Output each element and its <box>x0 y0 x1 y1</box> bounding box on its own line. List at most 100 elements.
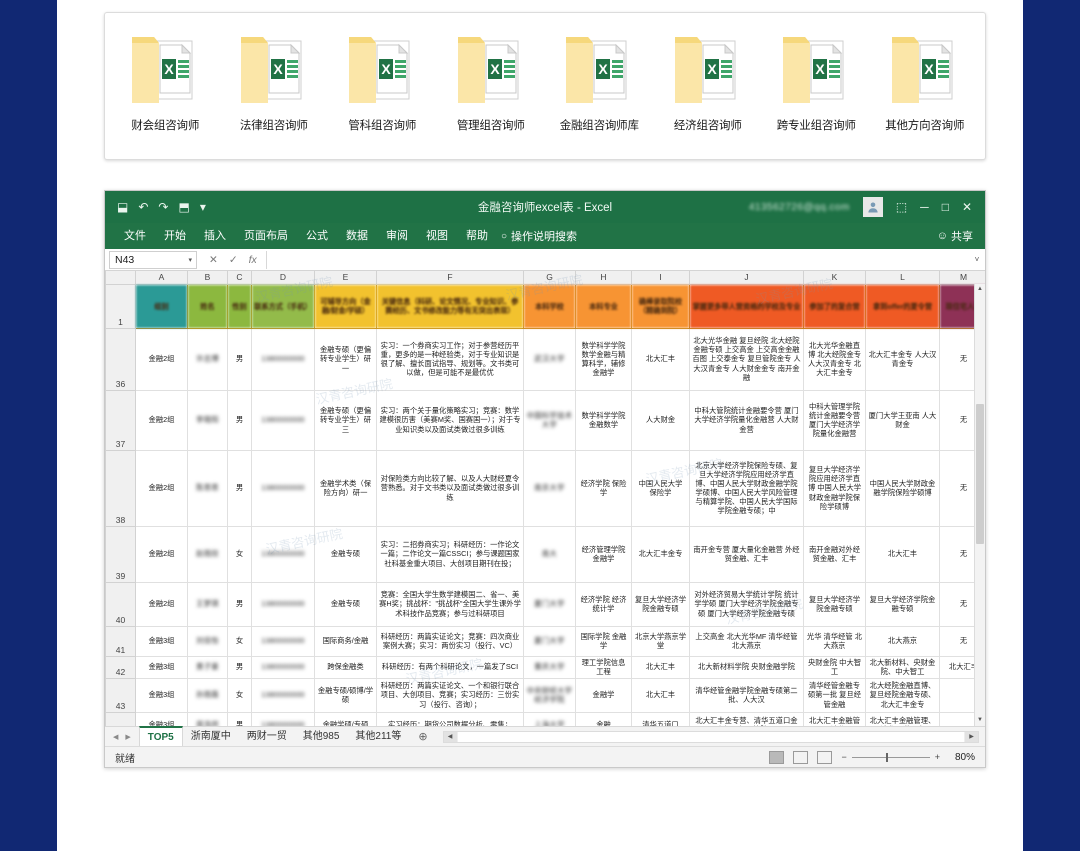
table-cell[interactable]: 金融学硕/专硕 <box>314 711 377 726</box>
sheet-tab-1[interactable]: TOP5 <box>138 725 183 748</box>
name-box[interactable]: N43 ▾ <box>109 250 197 269</box>
header-cell[interactable]: 联系方式（手机） <box>251 283 315 329</box>
ribbon-tab-3[interactable]: 插入 <box>204 230 226 242</box>
table-cell[interactable]: 厦门大学 <box>523 581 576 627</box>
column-header-D[interactable]: D <box>251 271 315 285</box>
table-cell[interactable]: 经济学院 保险学 <box>575 449 632 527</box>
table-cell[interactable]: 金融专硕 <box>314 525 377 583</box>
ribbon-tab-4[interactable]: 页面布局 <box>244 230 288 242</box>
sheet-tab-5[interactable]: 其他211等 <box>355 730 402 742</box>
normal-view-icon[interactable] <box>769 750 785 764</box>
table-cell[interactable]: 国际学院 金融学 <box>575 625 632 657</box>
maximize-icon[interactable]: □ <box>941 200 949 214</box>
table-cell[interactable]: 王梦琪 <box>187 581 228 627</box>
table-cell[interactable]: 北大汇丰 <box>631 327 690 391</box>
ribbon-display-options-icon[interactable]: ⬚ <box>895 200 908 214</box>
scroll-right-icon[interactable]: ▶ <box>965 731 978 742</box>
table-cell[interactable]: 北大燕京 <box>865 625 940 657</box>
table-cell[interactable]: 北大汇丰 <box>865 525 940 583</box>
table-cell[interactable]: 男 <box>227 327 252 391</box>
table-cell[interactable]: 男 <box>227 711 252 726</box>
formula-input[interactable] <box>265 250 969 269</box>
table-cell[interactable]: 北大光华金融直博 北大经院金专 人大汉青金专 北大汇丰金专 <box>803 327 866 391</box>
table-cell[interactable]: 陈思思 <box>187 449 228 527</box>
table-cell[interactable]: 光华 清华经管 北大燕京 <box>803 625 866 657</box>
table-cell[interactable]: 金融学术类（保险方向）研一 <box>314 449 377 527</box>
zoom-slider[interactable]: − + <box>841 752 940 762</box>
select-all-corner[interactable] <box>105 271 136 285</box>
table-cell[interactable]: 周浩然 <box>187 711 228 726</box>
header-cell[interactable]: 组别 <box>135 283 188 329</box>
table-cell[interactable]: 1380000000 <box>251 581 315 627</box>
table-cell[interactable]: 孙雨薇 <box>187 677 228 713</box>
header-cell[interactable]: 性别 <box>227 283 252 329</box>
table-cell[interactable]: 经济学院 经济统计学 <box>575 581 632 627</box>
table-cell[interactable]: 金融专硕（更偏转专业学生）研一 <box>314 327 377 391</box>
table-cell[interactable]: 金融2组 <box>135 525 188 583</box>
table-cell[interactable]: 复旦大学经济学院应用经济学直博 中国人民大学财政金融学院保险学硕博 <box>803 449 866 527</box>
table-cell[interactable]: 北大新材料、央财金院、中大智工 <box>865 655 940 679</box>
table-row[interactable]: 41 金融3组 刘佳怡女 1380000000 国际商务/金融 科研经历：两篇实证论文；竞… <box>105 625 985 657</box>
column-header-F[interactable]: F <box>376 271 524 285</box>
table-cell[interactable]: 中科大管理学院统计金融要令营 厦门大学经济学院量化金融营 <box>803 389 866 451</box>
column-header-A[interactable]: A <box>135 271 188 285</box>
table-row[interactable]: 43 金融3组 孙雨薇女 1380000000 金融专硕/硕博/学硕 科研经历：两篇实证论… <box>105 677 985 713</box>
table-cell[interactable]: 科研经历：两篇实证论文、一个和银行联合项目、大创项目、竞赛；实习经历：三份实习（… <box>376 677 524 713</box>
column-header-J[interactable]: J <box>689 271 804 285</box>
table-cell[interactable]: 国际商务/金融 <box>314 625 377 657</box>
table-cell[interactable]: 南开金融对外经贸金融、汇丰 <box>803 525 866 583</box>
table-cell[interactable]: 清华经管金融专硕第一批 复旦经管金融 <box>803 677 866 713</box>
table-cell[interactable]: 实习：二招券商实习；科研经历：一作论文一篇；二作论文一篇CSSCI；参与课题国家… <box>376 525 524 583</box>
table-cell[interactable]: 清华经管金融学院金融专硕第二批、人大汉 <box>689 677 804 713</box>
table-cell[interactable]: 厦门大学 <box>523 625 576 657</box>
undo-icon[interactable]: ↶ <box>138 200 149 214</box>
table-cell[interactable]: 央财金院 中大智工 <box>803 655 866 679</box>
folder-item[interactable]: X 财会组咨询师 <box>111 21 220 133</box>
table-cell[interactable]: 北大汇丰 <box>631 655 690 679</box>
table-cell[interactable]: 金融3组 <box>135 677 188 713</box>
sheet-nav-arrows[interactable]: ◀ ▶ <box>105 733 139 741</box>
table-cell[interactable]: 金融 <box>575 711 632 726</box>
table-cell[interactable]: 金融3组 <box>135 625 188 657</box>
table-cell[interactable]: 男 <box>227 655 252 679</box>
table-row[interactable]: 44金融3组周浩然男1380000000金融学硕/专硕实习经历：期货公司数据分析… <box>105 711 985 726</box>
chevron-down-icon[interactable]: ▾ <box>188 256 192 264</box>
table-cell[interactable]: 上海大学 <box>523 711 576 726</box>
table-cell[interactable]: 金融专硕 <box>314 581 377 627</box>
table-cell[interactable]: 金融学 <box>575 677 632 713</box>
sheet-tab-2[interactable]: 浙南厦中 <box>190 730 231 742</box>
column-header-K[interactable]: K <box>803 271 866 285</box>
folder-item[interactable]: X 经济组咨询师 <box>654 21 763 133</box>
row-number[interactable]: 42 <box>105 655 136 679</box>
add-sheet-icon[interactable]: ⊕ <box>418 730 428 743</box>
tell-me-search[interactable]: ○ 操作说明搜索 <box>501 228 577 244</box>
table-row[interactable]: 40 金融2组 王梦琪男 1380000000 金融专硕 竞赛：全国大学生数学建模国二、省… <box>105 581 985 627</box>
sheet-next-icon[interactable]: ▶ <box>125 733 131 741</box>
table-cell[interactable]: 对外经济贸易大学统计学院 统计学学硕 厦门大学经济学院金融专硕 厦门大学经济学院… <box>689 581 804 627</box>
zoom-out-icon[interactable]: − <box>841 752 847 762</box>
header-cell[interactable]: 参加了的复合营 <box>803 283 866 329</box>
scroll-down-icon[interactable]: ▼ <box>975 715 985 726</box>
table-cell[interactable]: 经济管理学院金融学 <box>575 525 632 583</box>
ribbon-tab-1[interactable]: 文件 <box>124 230 146 242</box>
table-cell[interactable]: 金融专硕（更偏转专业学生）研三 <box>314 389 377 451</box>
row-number[interactable]: 37 <box>105 389 136 451</box>
ribbon-tab-8[interactable]: 视图 <box>426 230 448 242</box>
table-cell[interactable]: 北大汇丰金专营、清华五道口金融专硕 复旦管院MF <box>689 711 804 726</box>
table-cell[interactable]: 男 <box>227 389 252 451</box>
column-header-E[interactable]: E <box>314 271 377 285</box>
column-header-M[interactable]: M <box>939 271 985 285</box>
table-row[interactable]: 37 金融2组 李晓阳男 1380000000 金融专硕（更偏转专业学生）研三 实习：两个… <box>105 389 985 451</box>
table-cell[interactable]: 金融2组 <box>135 389 188 451</box>
table-cell[interactable]: 武汉大学 <box>523 327 576 391</box>
table-cell[interactable]: 金融2组 <box>135 327 188 391</box>
table-cell[interactable]: 刘佳怡 <box>187 625 228 657</box>
table-cell[interactable]: 复旦大学经济学院金融专硕 <box>803 581 866 627</box>
row-number[interactable]: 41 <box>105 625 136 657</box>
header-cell[interactable]: 拿到offer的夏令营 <box>865 283 940 329</box>
column-header-I[interactable]: I <box>631 271 690 285</box>
cancel-icon[interactable]: ✕ <box>209 253 218 266</box>
close-icon[interactable]: ✕ <box>961 200 972 214</box>
table-row[interactable]: 39 金融2组 赵雨欣女 1380000000 金融专硕 实习：二招券商实习；科研经历：一… <box>105 525 985 583</box>
table-cell[interactable]: 北京大学经济学院保险专硕、复旦大学经济学院应用经济学直博、中国人民大学财政金融学… <box>689 449 804 527</box>
